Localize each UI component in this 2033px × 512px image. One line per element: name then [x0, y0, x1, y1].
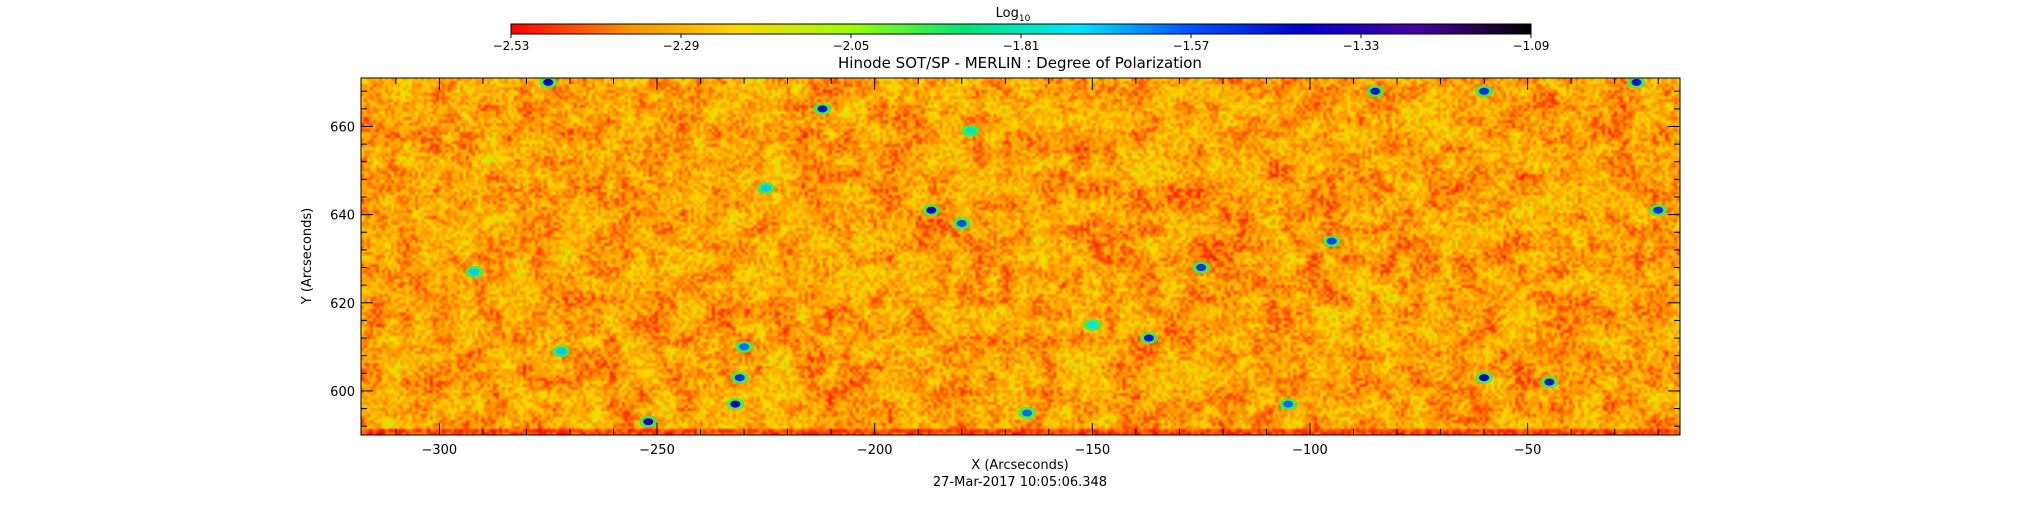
colorbar-title: Log10 — [996, 6, 1031, 24]
y-tick-label: 660 — [330, 120, 355, 135]
polarization-patch-core — [1022, 409, 1033, 417]
colorbar-tick-label: −2.29 — [663, 39, 700, 53]
polarization-patch-core — [1631, 78, 1642, 86]
colorbar-tick-label: −2.05 — [833, 39, 870, 53]
y-tick-label: 620 — [330, 297, 355, 312]
colorbar-tick-label: −1.33 — [1343, 39, 1380, 53]
polarization-patch-core — [739, 343, 750, 351]
polarization-patch-core — [543, 78, 554, 86]
polarization-patch-core — [1479, 374, 1490, 382]
colorbar-tick-label: −1.57 — [1173, 39, 1210, 53]
x-tick-label: −50 — [1514, 443, 1541, 458]
polarization-patch-core — [469, 268, 480, 276]
colorbar-tick-label: −1.09 — [1513, 39, 1550, 53]
polarization-patch-core — [1196, 264, 1207, 272]
x-tick-label: −150 — [1074, 443, 1110, 458]
polarization-patch-core — [965, 127, 976, 135]
polarization-patch-core — [760, 184, 771, 192]
x-tick-label: −300 — [421, 443, 457, 458]
polarization-patch-core — [1087, 321, 1098, 329]
y-axis: 600 620 640 660 — [330, 90, 1680, 427]
polarization-patch-core — [1653, 206, 1664, 214]
x-tick-label: −200 — [857, 443, 893, 458]
y-axis-label: Y (Arcseconds) — [300, 208, 315, 305]
plot-frame — [360, 77, 1681, 436]
polarization-patch-core — [734, 374, 745, 382]
x-tick-label: −100 — [1292, 443, 1328, 458]
polarization-patch-core — [926, 206, 937, 214]
polarization-patch-core — [1370, 87, 1381, 95]
heatmap-image — [361, 78, 1680, 435]
polarization-patch-core — [1326, 237, 1337, 245]
polarization-patch-core — [1479, 87, 1490, 95]
polarization-patch-core — [1544, 378, 1555, 386]
heatmap-features — [465, 78, 1668, 428]
x-tick-label: −250 — [639, 443, 675, 458]
timestamp: 27-Mar-2017 10:05:06.348 — [933, 475, 1107, 490]
y-tick-label: 600 — [330, 385, 355, 400]
polarization-patch-core — [1143, 334, 1154, 342]
polarization-patch-core — [556, 347, 567, 355]
x-axis: −300 −250 −200 −150 −100 −50 — [395, 78, 1659, 458]
chart-title: Hinode SOT/SP - MERLIN : Degree of Polar… — [838, 54, 1202, 72]
polarization-patch-core — [643, 418, 654, 426]
colorbar: Log10 −2.53 −2.29 −2.05 −1.81 −1.57 −1.33 −1.0… — [493, 6, 1550, 53]
colorbar-tick-label: −1.81 — [1003, 39, 1040, 53]
x-axis-label: X (Arcseconds) — [971, 458, 1068, 473]
heatmap-area — [361, 78, 1680, 435]
colorbar-gradient — [510, 23, 1532, 35]
y-tick-label: 640 — [330, 209, 355, 224]
polarization-patch-core — [1283, 400, 1294, 408]
colorbar-tick-label: −2.53 — [493, 39, 530, 53]
polarization-patch-core — [730, 400, 741, 408]
colorbar-title-subscript: 10 — [1019, 14, 1031, 24]
polarization-patch-core — [956, 219, 967, 227]
polarization-patch-core — [817, 105, 828, 113]
